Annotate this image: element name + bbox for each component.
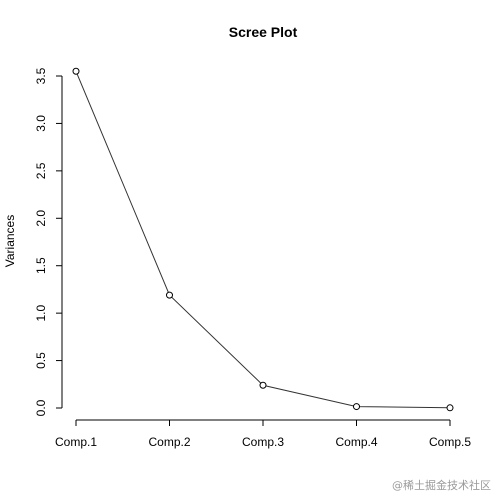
data-point: [166, 291, 173, 299]
x-tick-label: Comp.4: [335, 435, 377, 449]
chart-title: Scree Plot: [229, 24, 298, 40]
x-tick-label: Comp.3: [242, 435, 284, 449]
y-axis: 0.0 0.5 1.0 1.5 2.0 2.5 3.0 3.5: [34, 67, 63, 416]
y-axis-label: Variances: [3, 215, 17, 267]
y-tick-label: 3.5: [34, 67, 48, 84]
y-tick-label: 0.5: [34, 352, 48, 369]
x-tick-label: Comp.5: [429, 435, 471, 449]
data-point: [446, 404, 454, 412]
series-group: [72, 67, 454, 412]
watermark-text: @稀土掘金技术社区: [392, 479, 491, 492]
x-tick-label: Comp.2: [148, 435, 190, 449]
data-point: [72, 67, 80, 75]
y-tick-label: 2.0: [34, 210, 48, 227]
x-axis: Comp.1 Comp.2 Comp.3 Comp.4 Comp.5: [55, 419, 471, 449]
x-tick-label: Comp.1: [55, 435, 97, 449]
y-tick-label: 2.5: [34, 162, 48, 179]
y-tick-label: 0.0: [34, 399, 48, 416]
data-point: [259, 381, 267, 389]
series-line: [75, 71, 451, 409]
data-point: [353, 403, 360, 411]
y-tick-label: 1.0: [34, 304, 48, 321]
y-tick-label: 3.0: [34, 115, 48, 132]
y-tick-label: 1.5: [34, 257, 48, 274]
